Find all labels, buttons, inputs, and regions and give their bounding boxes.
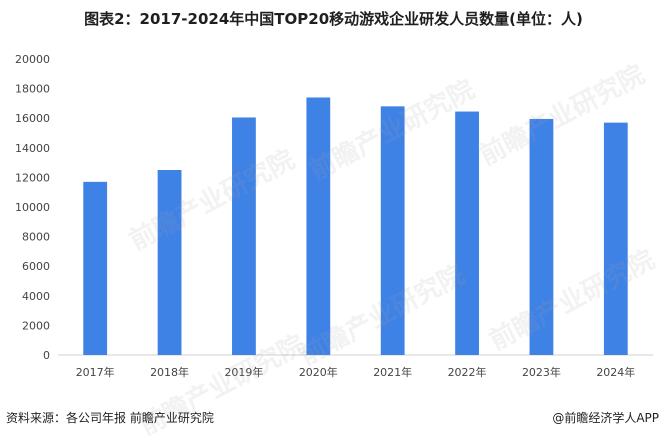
y-tick-label: 16000 — [15, 112, 50, 125]
bar — [380, 106, 405, 355]
y-tick-label: 20000 — [15, 53, 50, 66]
x-tick-label: 2017年 — [76, 365, 115, 379]
source-note: 资料来源：各公司年报 前瞻产业研究院 — [6, 411, 214, 425]
bar — [83, 181, 108, 355]
y-axis-ticks: 0 2000 4000 6000 8000 10000 12000 14000 16000 180… — [15, 53, 50, 362]
x-axis-ticks: 2017年 2018年 2019年 2020年 2021年 2022年 2023年 2024年 — [76, 365, 636, 379]
y-tick-label: 12000 — [15, 171, 50, 184]
x-tick-label: 2020年 — [299, 365, 338, 379]
bar — [455, 111, 479, 355]
credit-note: @前瞻经济学人APP — [552, 411, 659, 425]
y-tick-label: 4000 — [22, 290, 50, 303]
y-tick-label: 0 — [43, 349, 50, 362]
bar — [603, 122, 628, 355]
bar — [529, 118, 554, 355]
y-tick-label: 18000 — [15, 83, 50, 96]
y-tick-label: 2000 — [22, 319, 50, 332]
y-tick-label: 6000 — [22, 260, 50, 273]
bars — [83, 97, 628, 356]
x-tick-label: 2024年 — [596, 365, 635, 379]
chart-title: 图表2：2017-2024年中国TOP20移动游戏企业研发人员数量(单位：人) — [84, 10, 583, 28]
bar — [306, 97, 331, 355]
bar — [232, 117, 256, 356]
y-tick-label: 10000 — [15, 201, 50, 214]
bar — [157, 170, 182, 355]
y-tick-label: 8000 — [22, 231, 50, 244]
x-tick-label: 2019年 — [224, 365, 263, 379]
y-tick-label: 14000 — [15, 142, 50, 155]
x-tick-label: 2018年 — [150, 365, 189, 379]
x-tick-label: 2023年 — [522, 365, 561, 379]
x-tick-label: 2022年 — [448, 365, 487, 379]
x-tick-label: 2021年 — [373, 365, 412, 379]
